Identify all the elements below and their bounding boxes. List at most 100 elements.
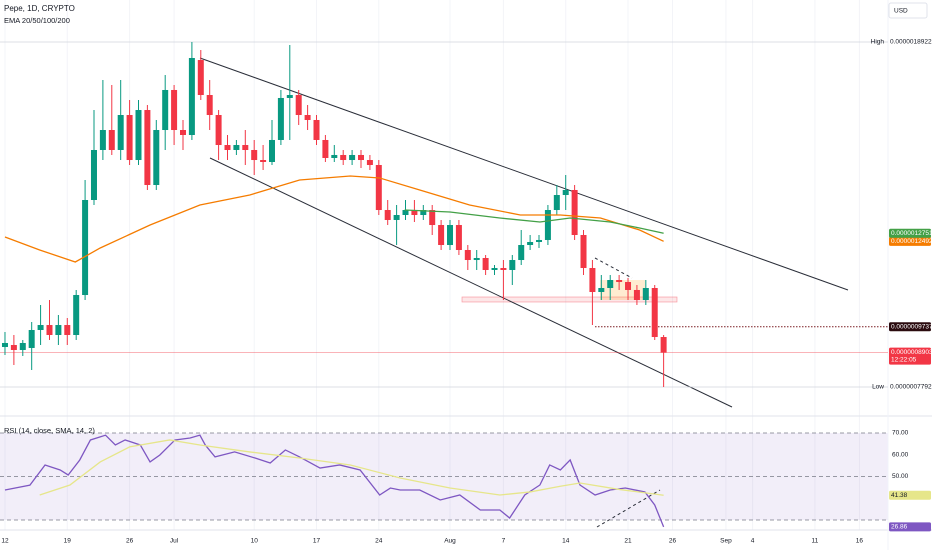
ema-label: 0.0000012751: [891, 230, 932, 237]
candle-body: [242, 145, 249, 150]
candle-body: [73, 295, 80, 335]
candle-body: [224, 145, 231, 150]
rsi-line: [4, 434, 665, 528]
candle-body: [233, 145, 240, 150]
candle-body: [260, 160, 267, 162]
candle-body: [108, 130, 115, 150]
x-tick-label: 7: [502, 538, 506, 545]
candle-body: [651, 288, 658, 338]
candle-body: [500, 268, 507, 270]
ema-line: [404, 209, 664, 234]
ema-badge: [889, 228, 931, 238]
trend-line: [596, 489, 661, 528]
candle-body: [589, 268, 596, 293]
candle-body: [215, 115, 222, 146]
candle-body: [313, 119, 320, 140]
low-name: Low: [872, 384, 884, 391]
candle-body: [304, 115, 311, 120]
candle-body: [331, 154, 338, 158]
candle-body: [536, 239, 543, 243]
x-tick-label: 16: [856, 538, 864, 545]
ema-label: 0.0000012492: [891, 238, 932, 245]
rsi-tick-label: 50.00: [892, 473, 909, 480]
trend-line: [209, 157, 733, 408]
countdown-label: 12:22:05: [891, 356, 917, 363]
currency-button[interactable]: [888, 2, 928, 19]
candle-body: [375, 165, 382, 211]
rsi-title: RSI (14, close, SMA, 14, 2): [4, 426, 95, 435]
candle-body: [527, 242, 534, 246]
candle-body: [277, 97, 284, 140]
x-tick-label: Jul: [170, 538, 179, 545]
candle-body: [179, 130, 186, 135]
x-tick-label: 24: [375, 538, 383, 545]
rsi-tick-label: 70.00: [892, 430, 909, 437]
rsi-label: 26.86: [891, 524, 908, 531]
rsi-label: 41.38: [891, 492, 908, 499]
candle-body: [464, 249, 471, 261]
candle-body: [340, 154, 347, 161]
candle-body: [295, 95, 302, 116]
candle-body: [509, 260, 516, 270]
rsi-line: [39, 439, 664, 496]
candle-body: [482, 257, 489, 270]
x-tick-label: Sep: [720, 538, 732, 545]
currency-label[interactable]: USD: [894, 8, 908, 15]
candle-body: [10, 345, 17, 350]
marks: 12 19 26 Jul 10 17 24 Aug 7 14 21 26 Sep 4 11 16 70.00 60…: [0, 39, 932, 545]
x-tick-label: 4: [751, 538, 755, 545]
x-tick-label: 26: [669, 538, 677, 545]
x-tick-label: 14: [562, 538, 570, 545]
candle-body: [322, 139, 329, 158]
last-price-label: 0.0000008903: [891, 349, 932, 356]
candle-body: [607, 280, 614, 289]
candle-body: [447, 225, 454, 246]
low-value: 0.0000007792: [890, 384, 932, 391]
candle-body: [429, 210, 436, 226]
x-tick-label: 26: [126, 538, 134, 545]
x-tick-label: 21: [624, 538, 632, 545]
high-value: 0.0000018922: [890, 39, 932, 46]
candle-body: [625, 281, 632, 290]
candle-body: [64, 325, 71, 335]
candle-body: [144, 110, 151, 185]
x-tick-label: 19: [64, 538, 72, 545]
candle-body: [393, 215, 400, 220]
candle-body: [384, 210, 391, 220]
level-badge: [889, 322, 931, 332]
candle-body: [286, 95, 293, 98]
high-name: High: [871, 39, 885, 46]
candle-body: [90, 149, 97, 200]
candle-body: [162, 89, 169, 131]
candle-body: [171, 89, 178, 131]
candle-body: [82, 199, 89, 296]
candle-body: [358, 154, 365, 161]
rsi-badge: [889, 522, 931, 532]
level-label: 0.0000009737: [891, 323, 932, 330]
ema-line: [4, 175, 664, 263]
candle-body: [598, 288, 605, 293]
candle-body: [455, 225, 462, 250]
candle-body: [562, 189, 569, 196]
candle-body: [135, 110, 142, 161]
candle-body: [19, 342, 26, 350]
chart-title: Pepe, 1D, CRYPTO: [4, 4, 75, 13]
candle-body: [117, 115, 124, 150]
candle-body: [580, 234, 587, 269]
x-tick-label: 11: [812, 538, 819, 545]
grid: [4, 0, 860, 530]
candle-body: [633, 289, 640, 300]
candle-body: [544, 210, 551, 240]
x-tick-label: 17: [313, 538, 321, 545]
candle-body: [420, 210, 427, 216]
candle-body: [99, 130, 106, 150]
candle-body: [402, 210, 409, 216]
rsi-tick-label: 60.00: [892, 451, 909, 458]
candle-body: [1, 342, 8, 347]
candle-body: [349, 154, 356, 161]
candle-body: [126, 115, 133, 161]
candle-body: [411, 210, 418, 216]
last-price-badge: [889, 347, 931, 365]
candle-body: [518, 245, 525, 261]
